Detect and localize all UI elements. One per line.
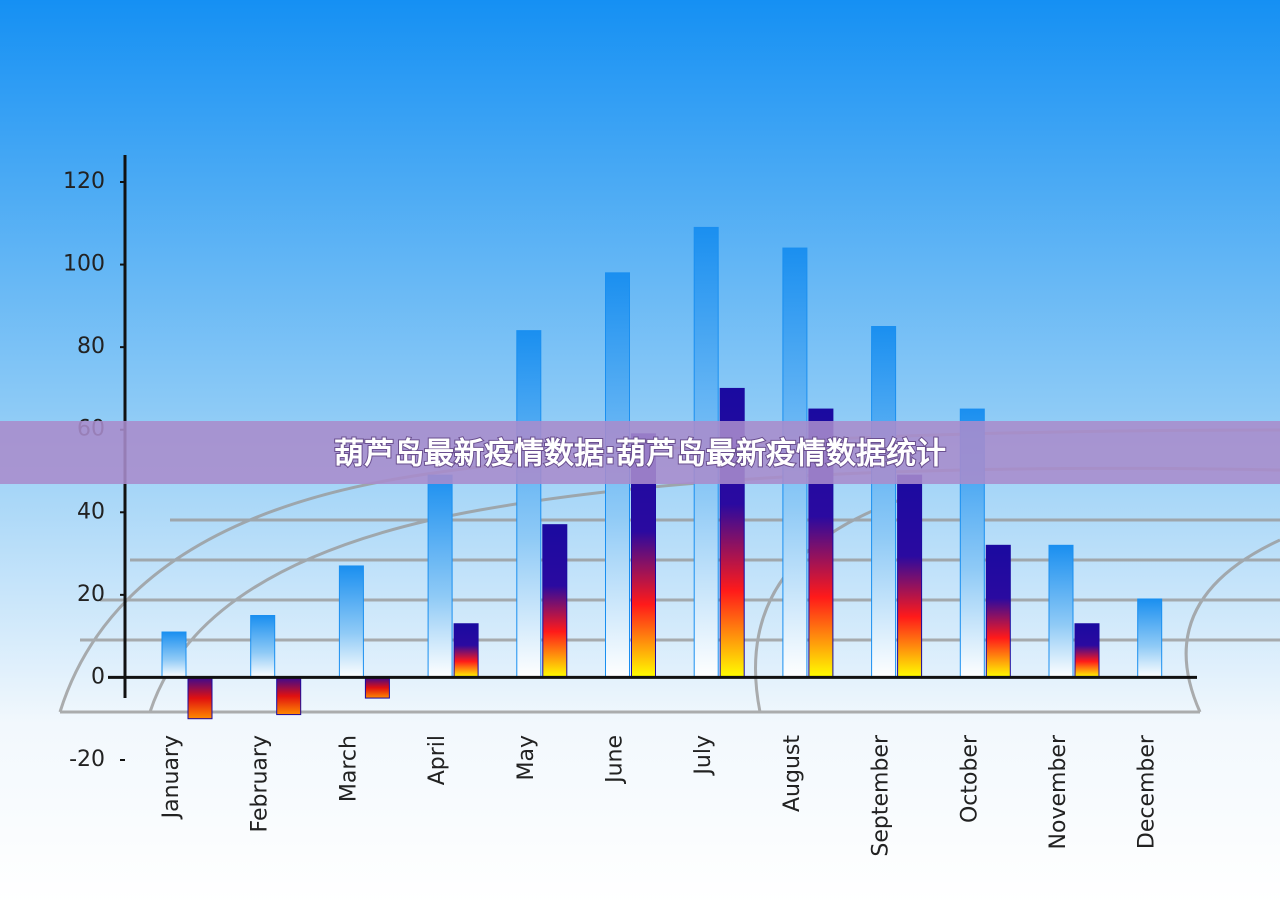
bar xyxy=(338,565,364,678)
x-tick-label: January xyxy=(159,735,184,820)
bar xyxy=(1048,544,1074,678)
x-tick-label: August xyxy=(780,735,805,812)
y-tick-label: -20 xyxy=(69,747,105,772)
bar xyxy=(276,676,302,716)
bar xyxy=(161,631,187,678)
x-tick-label: May xyxy=(514,735,539,780)
bar xyxy=(427,474,453,678)
y-tick-label: 120 xyxy=(63,169,105,194)
banner-title: 葫芦岛最新疫情数据:葫芦岛最新疫情数据统计 xyxy=(334,437,946,472)
x-tick-label: July xyxy=(691,735,716,777)
x-tick-label: November xyxy=(1046,734,1071,849)
bar xyxy=(187,676,213,720)
bar xyxy=(897,474,923,678)
x-tick-label: February xyxy=(248,735,273,833)
x-tick-label: September xyxy=(869,734,894,857)
bar xyxy=(516,330,542,678)
bar xyxy=(250,615,276,678)
y-tick-label: 100 xyxy=(63,252,105,277)
x-tick-label: April xyxy=(425,735,450,785)
bar xyxy=(871,326,897,678)
y-tick-label: 40 xyxy=(77,499,105,524)
x-tick-label: December xyxy=(1135,734,1160,849)
x-tick-label: March xyxy=(336,735,361,802)
y-tick-label: 0 xyxy=(91,664,105,689)
bar xyxy=(1074,623,1100,678)
bar xyxy=(364,676,390,699)
x-tick-label: June xyxy=(603,735,628,785)
bar xyxy=(1137,598,1163,678)
y-tick-label: 80 xyxy=(77,334,105,359)
banner xyxy=(0,421,1280,484)
y-tick-label: 20 xyxy=(77,582,105,607)
x-tick-label: October xyxy=(957,734,982,823)
bar xyxy=(542,524,568,678)
bar xyxy=(985,544,1011,678)
bar xyxy=(453,623,479,678)
